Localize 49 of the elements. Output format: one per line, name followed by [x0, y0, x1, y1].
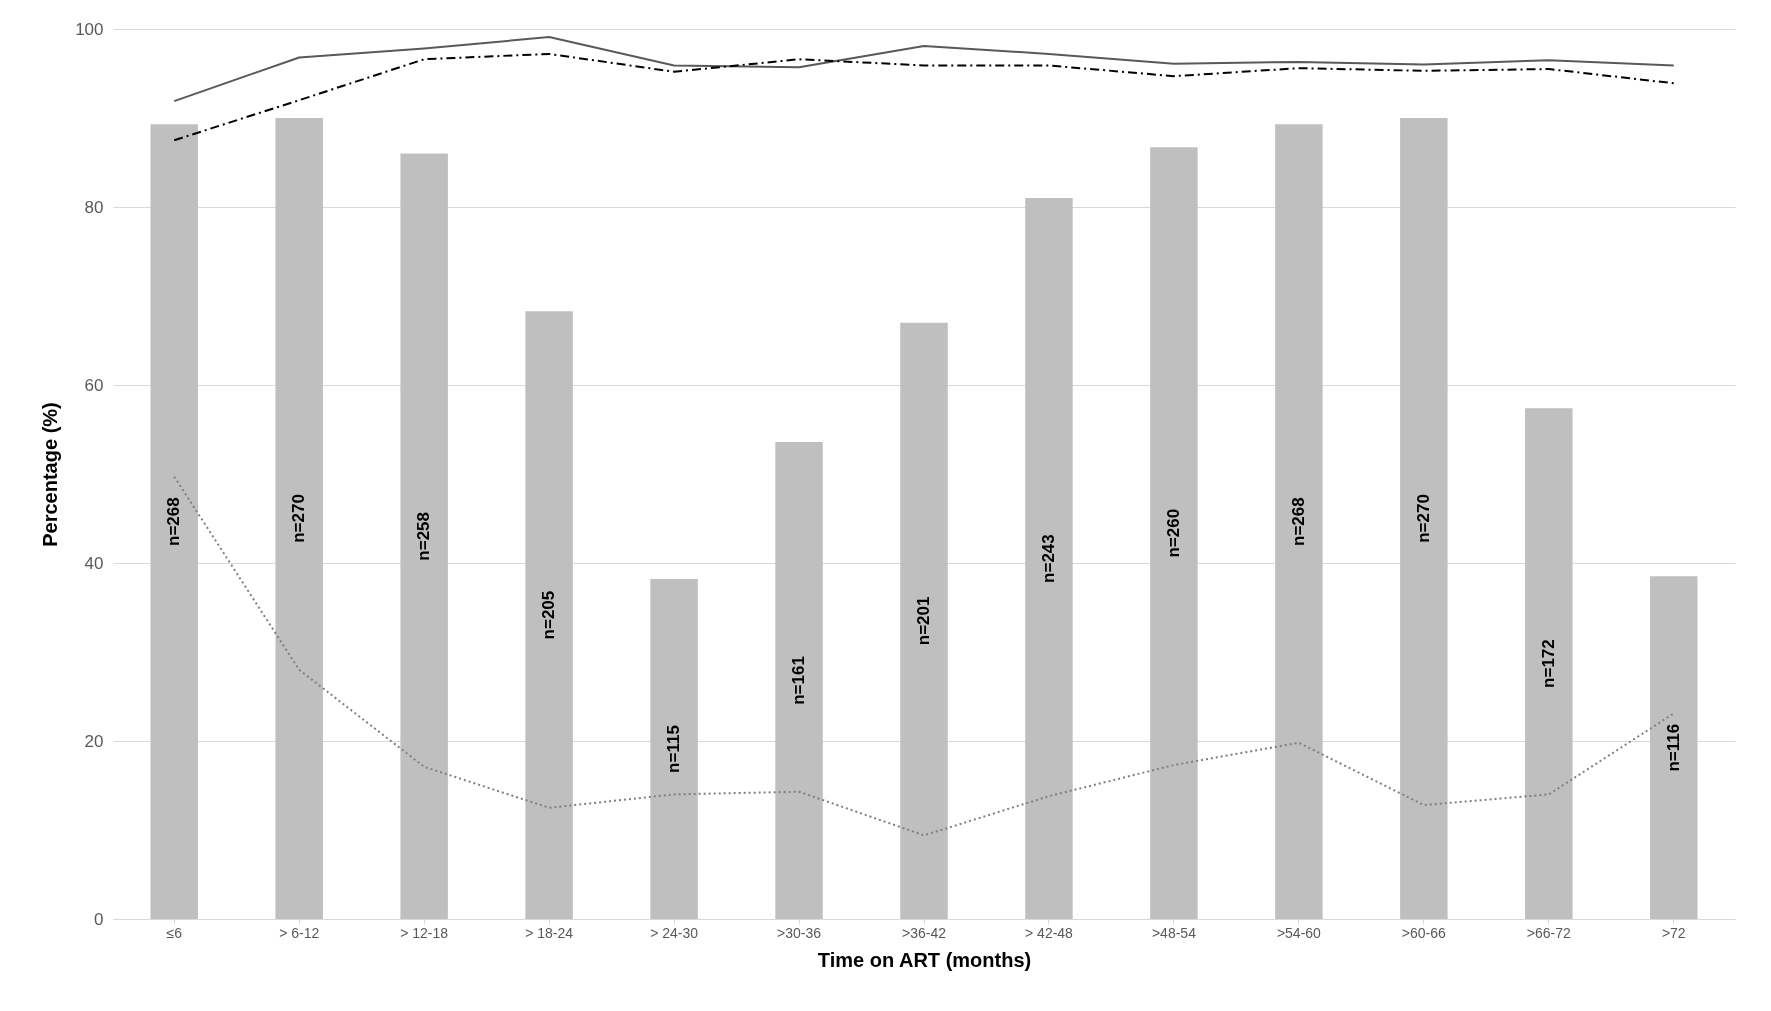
x-axis-title: Time on ART (months) — [817, 948, 1032, 971]
x-tick-label: >66-72 — [1526, 924, 1572, 941]
y-tick-label: 20 — [84, 731, 104, 751]
x-tick-label: > 12-18 — [400, 924, 449, 941]
bar — [775, 441, 823, 919]
bar — [1525, 408, 1573, 919]
annotation: n=161 — [789, 656, 809, 705]
annotation: n=172 — [1538, 639, 1558, 688]
bar — [150, 124, 198, 919]
x-tick-label: > 6-12 — [279, 924, 320, 941]
x-tick-label: >72 — [1661, 924, 1686, 941]
x-tick-label: ≤6 — [166, 924, 183, 941]
annotation: n=243 — [1038, 534, 1058, 583]
annotation: n=258 — [414, 511, 434, 561]
x-tick-label: > 24-30 — [650, 924, 699, 941]
y-tick-label: 40 — [84, 553, 104, 573]
bar — [1150, 147, 1198, 919]
x-tick-label: >54-60 — [1276, 924, 1322, 941]
annotation: n=260 — [1163, 508, 1183, 558]
x-tick-label: >60-66 — [1401, 924, 1447, 941]
y-tick-label: 0 — [94, 909, 104, 929]
annotation: n=205 — [539, 590, 559, 640]
y-tick-label: 60 — [84, 375, 104, 395]
annotation: n=115 — [664, 725, 684, 773]
annotation: n=268 — [164, 497, 184, 546]
x-tick-label: >48-54 — [1151, 924, 1197, 941]
line-series — [173, 36, 1675, 103]
annotation: n=270 — [1413, 494, 1433, 543]
annotation: n=268 — [1288, 497, 1308, 546]
annotation: n=270 — [289, 494, 309, 543]
bar — [1025, 198, 1073, 919]
y-axis-title: Percentage (%) — [39, 402, 62, 547]
x-tick-label: > 42-48 — [1025, 924, 1074, 941]
annotation: n=116 — [1663, 723, 1683, 772]
annotation: n=201 — [914, 596, 933, 646]
bar — [650, 579, 698, 919]
bar — [1275, 124, 1323, 919]
bar — [525, 311, 573, 919]
bar — [275, 118, 323, 919]
bar — [400, 153, 448, 919]
x-tick-label: >30-36 — [777, 924, 822, 941]
y-tick-label: 80 — [84, 197, 104, 217]
x-tick-label: > 18-24 — [525, 924, 574, 941]
y-tick-label: 100 — [75, 19, 104, 39]
line-series — [173, 52, 1675, 142]
x-tick-label: >36-42 — [902, 924, 947, 941]
bar — [900, 322, 948, 919]
bar — [1650, 576, 1698, 919]
bar — [1400, 118, 1448, 919]
